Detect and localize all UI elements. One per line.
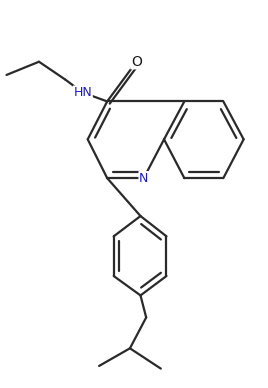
- Text: N: N: [139, 171, 148, 185]
- Text: O: O: [131, 55, 142, 69]
- Text: HN: HN: [73, 86, 92, 99]
